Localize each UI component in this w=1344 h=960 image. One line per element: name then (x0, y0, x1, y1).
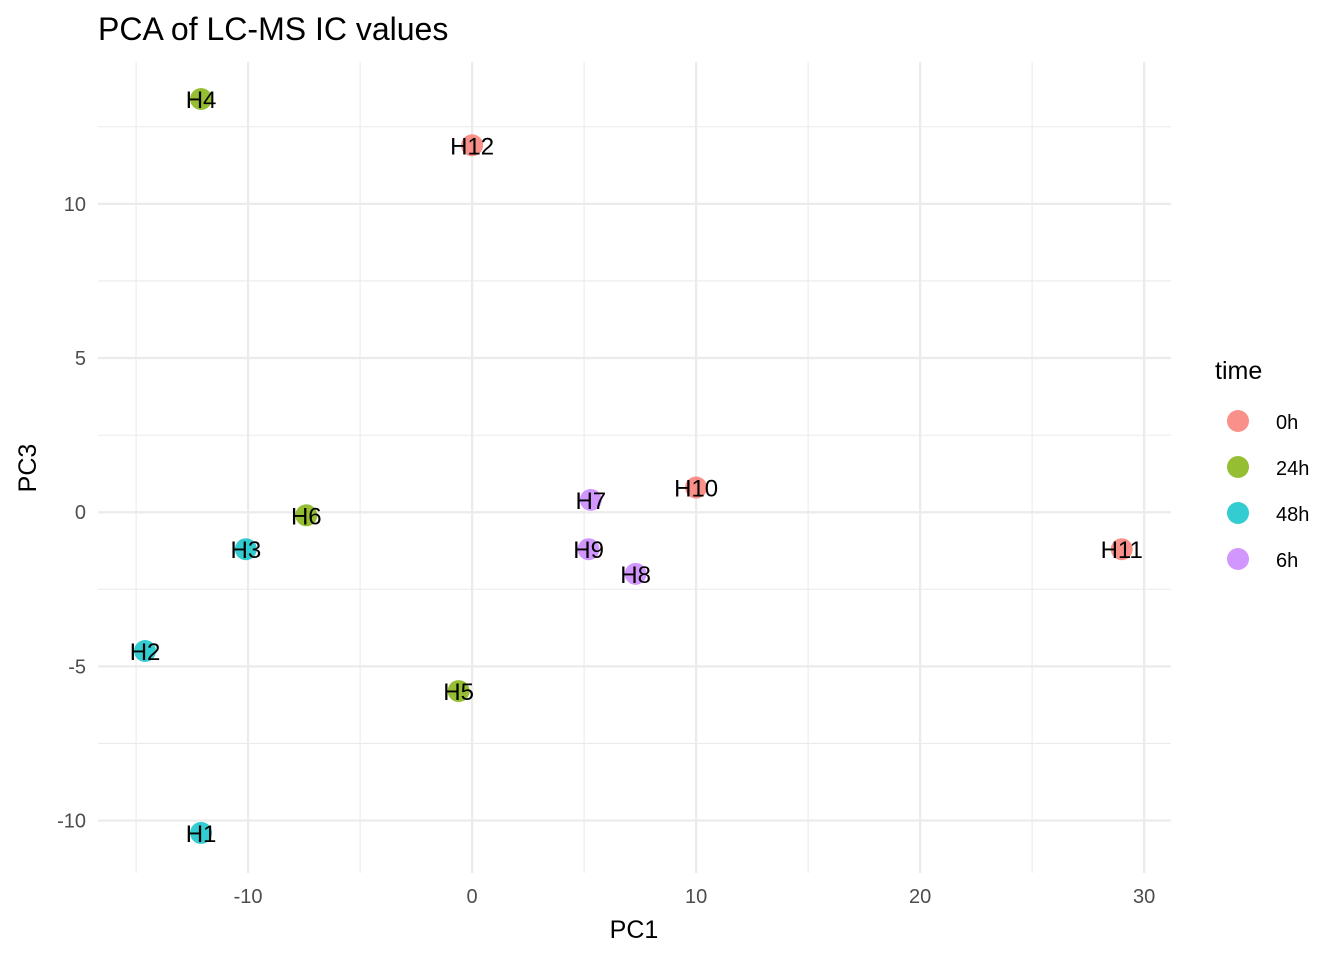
data-point-h2 (134, 639, 157, 662)
x-tick-label: 0 (467, 886, 478, 908)
x-axis-ticks: -10 0 10 20 30 (234, 886, 1156, 908)
point-label-h4: H4 (186, 87, 217, 114)
legend-label-24h: 24h (1276, 458, 1309, 480)
point-label-h11: H11 (1101, 537, 1143, 564)
point-label-h3: H3 (231, 537, 262, 564)
y-axis-title: PC3 (14, 444, 42, 493)
data-point-h7 (579, 488, 602, 511)
data-point-h10 (685, 476, 708, 499)
data-point-h12 (461, 134, 484, 157)
legend-title: time (1215, 357, 1262, 385)
legend-label-48h: 48h (1276, 504, 1309, 526)
point-labels: H4 H12 H10 H7 H6 H3 H9 H11 H8 H2 H5 H1 (130, 87, 1143, 848)
data-point-h11 (1110, 538, 1133, 561)
y-axis-ticks: -10 -5 0 5 10 (57, 194, 86, 833)
y-tick-label: -5 (68, 656, 86, 678)
legend-swatch-48h (1227, 502, 1249, 524)
point-label-h1: H1 (186, 821, 217, 848)
legend: time 0h 24h 48h 6h (1215, 357, 1309, 572)
point-label-h9: H9 (573, 537, 604, 564)
legend-swatch-6h (1227, 548, 1249, 570)
legend-label-6h: 6h (1276, 550, 1298, 572)
point-label-h10: H10 (674, 476, 718, 503)
y-tick-label: -10 (57, 811, 86, 833)
point-label-h7: H7 (575, 488, 606, 515)
point-label-h12: H12 (450, 133, 494, 160)
data-point-h8 (624, 562, 647, 585)
legend-swatch-24h (1227, 456, 1249, 478)
y-tick-label: 5 (75, 348, 86, 370)
data-point-h1 (190, 821, 213, 844)
point-label-h2: H2 (130, 639, 161, 666)
data-point-h3 (234, 538, 257, 561)
data-point-h4 (190, 88, 213, 111)
y-tick-label: 0 (75, 502, 86, 524)
x-tick-label: 30 (1133, 886, 1155, 908)
point-label-h8: H8 (620, 562, 651, 589)
data-point-h5 (447, 680, 470, 703)
point-label-h5: H5 (443, 679, 474, 706)
x-axis-title: PC1 (610, 916, 659, 944)
data-point-h6 (295, 504, 318, 527)
legend-entries: 0h 24h 48h 6h (1227, 410, 1309, 572)
data-point-h9 (577, 538, 600, 561)
y-tick-label: 10 (64, 194, 86, 216)
x-tick-label: 20 (909, 886, 931, 908)
grid (98, 62, 1171, 873)
chart-title: PCA of LC-MS IC values (98, 11, 448, 47)
legend-label-0h: 0h (1276, 412, 1298, 434)
point-label-h6: H6 (291, 503, 322, 530)
data-points (134, 88, 1133, 844)
x-tick-label: 10 (685, 886, 707, 908)
x-tick-label: -10 (234, 886, 263, 908)
legend-swatch-0h (1227, 410, 1249, 432)
